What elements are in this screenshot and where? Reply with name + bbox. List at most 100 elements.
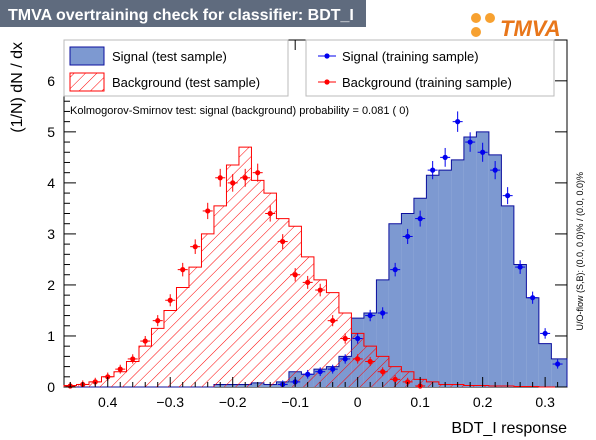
background-train-point [355,356,361,362]
background-train-point [367,358,373,365]
background-train-point [330,318,336,324]
background-test-bin [288,226,302,387]
logo-dot-1 [471,13,481,23]
signal-test-bin [538,343,552,387]
signal-test-bin [488,154,502,387]
x-tick-label: −0.2 [219,394,247,410]
background-train-point [105,374,111,380]
background-test-bin [163,310,177,387]
background-test-bin [238,147,252,387]
y-tick-label: 2 [47,277,55,293]
signal-test-bin [401,213,414,387]
title-box: TMVA overtraining check for classifier: … [0,0,366,27]
signal-test-bin [551,358,567,387]
background-test-bin [338,313,352,387]
x-tick-label: −0.3 [156,394,184,410]
signal-test-bin [526,297,539,387]
signal-test-bin [388,223,402,387]
signal-test-bin [476,131,489,387]
signal-train-point [342,356,348,362]
legend-signal-test: Signal (test sample) [112,49,227,64]
signal-train-point [517,264,523,270]
legend-left: Signal (test sample) Background (test sa… [63,39,289,97]
x-tick-label: 0.3 [535,394,555,410]
signal-train-point [542,330,548,337]
signal-train-point [317,369,323,375]
background-train-point [217,175,223,181]
background-test-bin [151,328,164,387]
signal-test-bin [513,264,527,387]
background-train-point [267,210,273,217]
background-test-bin [263,193,277,387]
y-tick-label: 1 [47,328,55,344]
background-train-point [305,279,311,285]
background-train-point [192,244,198,250]
signal-test-bin [501,205,514,387]
background-train-point [317,287,323,293]
plot-area [63,111,568,389]
legend-signal-test-swatch [69,46,105,66]
legend-background-train-marker [324,79,330,85]
signal-train-point [330,366,336,372]
legend-signal-train: Signal (training sample) [342,49,479,64]
background-test-bin [138,346,152,387]
signal-train-point [430,167,436,173]
x-axis-label: BDT_I response [451,420,567,437]
background-train-point [142,338,148,344]
background-train-point [205,208,211,214]
background-test-bin [276,218,289,387]
signal-train-point [530,295,536,301]
legend-signal-train-marker [324,53,330,59]
y-tick-label: 0 [47,379,55,395]
background-train-point [380,369,386,375]
y-axis-label: (1/N) dN / dx [9,42,26,133]
overflow-text: U/O-flow (S,B): (0.0, 0.0)% / (0.0, 0.0)… [575,172,585,331]
background-test-bin [226,165,239,387]
background-test-bin [113,371,127,387]
signal-train-point [505,193,511,199]
background-test-bin [313,279,327,387]
signal-train-point [455,119,461,125]
background-train-point [292,272,298,278]
background-test-bin [201,233,214,387]
background-test-bin [176,287,189,387]
tmva-logo: TMVA [471,13,561,41]
chart-title: TMVA overtraining check for classifier: … [8,7,354,24]
background-test-bin [126,361,139,387]
x-tick-label: 0.2 [473,394,493,410]
background-train-point [230,180,236,186]
legend-right-box [305,39,555,97]
signal-train-point [367,312,373,319]
background-train-point [167,297,173,303]
legend-background-train: Background (training sample) [342,75,512,90]
signal-test-bin [426,175,439,387]
background-train-point [342,335,348,342]
background-train-point [155,318,161,324]
background-train-point [180,267,186,273]
background-train-point [92,379,98,385]
x-tick-label: 0.1 [410,394,430,410]
axes: 0.4 −0.3 −0.2 −0.1 0 0.1 0.2 0.3 0 1 2 3 4 5 6 [47,40,567,410]
signal-train-point [355,335,361,342]
signal-train-point [442,154,448,160]
background-test-bin [301,256,314,387]
signal-train-point [467,139,473,145]
background-train-point [405,379,411,385]
x-tick-label: 0.4 [98,394,118,410]
legend-background-test-swatch [69,72,105,92]
y-tick-label: 4 [47,175,55,191]
x-tick-label: −0.1 [281,394,309,410]
signal-train-point [480,149,486,155]
background-test-bin [213,205,227,387]
y-tick-label: 3 [47,226,55,242]
background-train-point [242,175,248,181]
title-background [0,0,366,27]
background-test-bin [363,346,377,387]
ks-test-text: Kolmogorov-Smirnov test: signal (backgro… [70,105,409,117]
signal-train-point [492,167,498,173]
y-tick-label: 5 [47,124,55,140]
signal-train-point [380,310,386,316]
background-train-point [117,366,123,372]
logo-dot-2 [485,13,495,23]
